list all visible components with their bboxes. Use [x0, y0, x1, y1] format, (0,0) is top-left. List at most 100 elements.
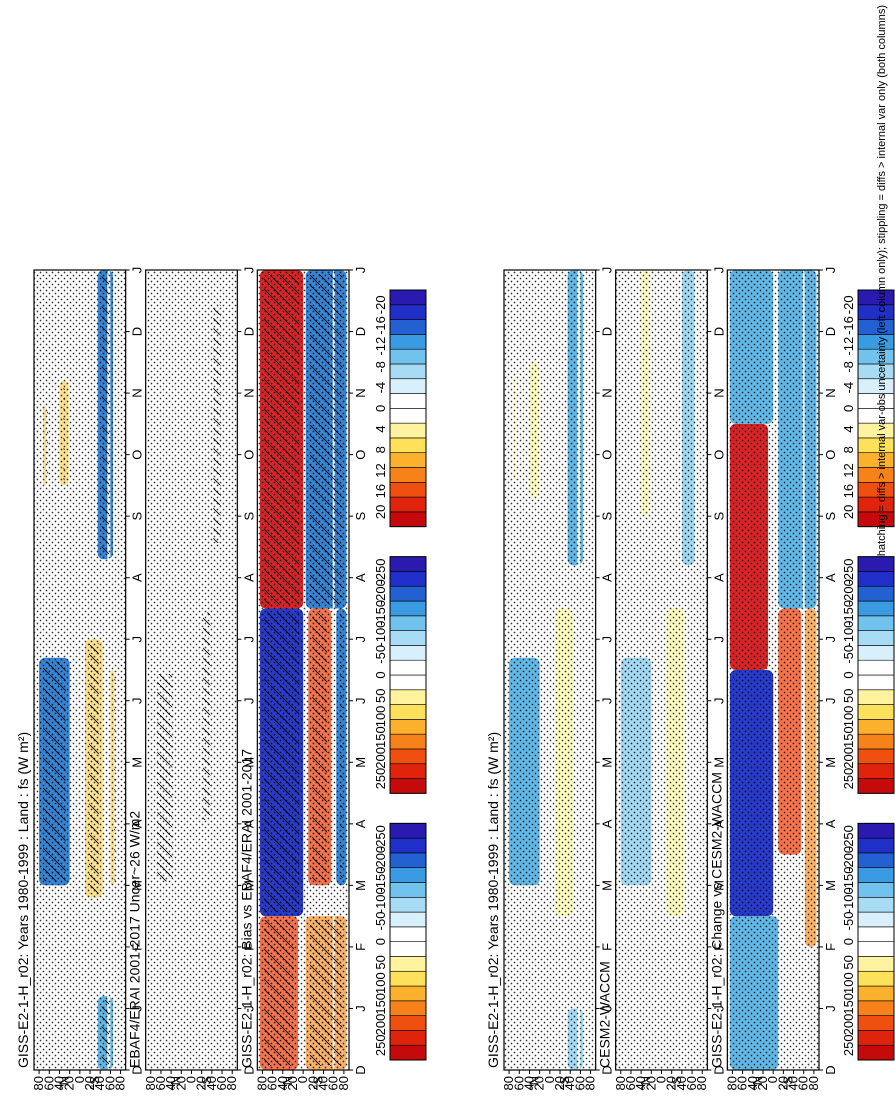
colorbar-swatch: [389, 363, 427, 380]
month-tick-label: F: [130, 943, 145, 951]
month-tick-label: M: [353, 757, 368, 768]
latitude-tick-label: 40: [275, 1076, 290, 1090]
latitude-tick-label: 40: [51, 1076, 66, 1090]
colorbar-label: -20: [373, 295, 388, 314]
colorbar-label: -150: [373, 867, 388, 893]
latitude-south-label: °S: [199, 1076, 214, 1090]
month-tick-label: A: [130, 819, 145, 828]
latitude-tick-label: 80: [724, 1076, 739, 1090]
colorbar-label: 50: [841, 955, 856, 969]
latitude-tick-label: 40: [633, 1076, 648, 1090]
latitude-tick-label: 80: [613, 1076, 628, 1090]
colorbar-swatch: [389, 467, 427, 483]
colorbar-swatch: [389, 926, 427, 942]
colorbar-label: 0: [841, 405, 856, 412]
stippling-overlay: [145, 270, 238, 1070]
colorbar-label: 100: [841, 972, 856, 994]
colorbar-label: 150: [841, 993, 856, 1015]
colorbar-label: -100: [373, 887, 388, 913]
latitude-tick-label: 60: [796, 1076, 811, 1090]
hatching-overlay: [88, 643, 99, 894]
month-tick-label: O: [353, 450, 368, 460]
month-tick-label: D: [823, 1065, 838, 1074]
month-tick-label: N: [823, 388, 838, 397]
month-tick-label: A: [600, 573, 615, 582]
colorbar-label: 200: [373, 747, 388, 769]
colorbar-label: 150: [373, 993, 388, 1015]
colorbar-swatch: [389, 571, 427, 587]
colorbar-swatch: [389, 1044, 427, 1061]
colorbar-label: -100: [373, 621, 388, 647]
month-tick-label: F: [353, 943, 368, 951]
latitude-south-label: °S: [780, 1076, 795, 1090]
colorbar-label: -250: [373, 825, 388, 851]
latitude-south-label: °S: [310, 1076, 325, 1090]
month-tick-label: F: [711, 943, 726, 951]
month-tick-label: M: [130, 880, 145, 891]
month-tick-label: S: [711, 511, 726, 520]
latitude-tick-label: 20: [643, 1076, 658, 1090]
latitude-tick-label: 20: [285, 1076, 300, 1090]
colorbar-label: -200: [841, 846, 856, 872]
colorbar-label: 16: [841, 484, 856, 498]
colorbar-swatch: [389, 852, 427, 869]
colorbar-label: 4: [373, 425, 388, 432]
latitude-tick-label: 80: [254, 1076, 269, 1090]
latitude-tick-label: 60: [684, 1076, 699, 1090]
colorbar-swatch: [389, 823, 427, 839]
month-tick-label: A: [241, 819, 256, 828]
colorbar-label: -100: [841, 621, 856, 647]
colorbar-swatch: [857, 704, 895, 720]
colorbar-swatch: [389, 511, 427, 527]
latitude-tick-label: 20: [775, 1076, 790, 1090]
latitude-tick-label: 40: [204, 1076, 219, 1090]
month-tick-label: D: [353, 327, 368, 336]
month-tick-label: D: [711, 1065, 726, 1074]
month-tick-label: J: [823, 1005, 838, 1012]
colorbar-swatch: [857, 837, 895, 854]
colorbar-label: -250: [841, 558, 856, 584]
colorbar-label: 8: [841, 446, 856, 453]
month-tick-label: J: [353, 1005, 368, 1012]
colorbar-swatch: [389, 437, 427, 454]
hatching-overlay: [43, 661, 66, 882]
month-tick-label: M: [823, 757, 838, 768]
month-tick-label: D: [241, 327, 256, 336]
month-tick-label: N: [600, 388, 615, 397]
hatching-overlay: [340, 612, 343, 882]
colorbar-swatch: [389, 319, 427, 335]
colorbar-swatch: [389, 985, 427, 1002]
month-tick-label: J: [353, 636, 368, 643]
month-tick-label: S: [353, 511, 368, 520]
month-tick-label: D: [130, 1065, 145, 1074]
colorbar-swatch: [389, 1030, 427, 1046]
latitude-tick-label: 20: [173, 1076, 188, 1090]
month-tick-label: J: [241, 698, 256, 705]
month-tick-label: J: [130, 1005, 145, 1012]
colorbar-swatch: [857, 600, 895, 617]
colorbar-label: -50: [841, 912, 856, 931]
colorbar-swatch: [857, 1030, 895, 1046]
latitude-tick-label: 40: [163, 1076, 178, 1090]
latitude-north-label: °N: [168, 1076, 183, 1091]
latitude-tick-label: 60: [214, 1076, 229, 1090]
colorbar-label: 200: [841, 1014, 856, 1036]
colorbar-label: 0: [373, 938, 388, 945]
colorbar-swatch: [857, 970, 895, 987]
colorbar-label: 0: [373, 405, 388, 412]
month-tick-label: J: [711, 698, 726, 705]
month-tick-label: J: [130, 636, 145, 643]
latitude-north-label: °N: [638, 1076, 653, 1091]
hatching-overlay: [157, 674, 173, 882]
colorbar-swatch: [857, 571, 895, 587]
colorbar-swatch: [857, 1015, 895, 1031]
colorbar-swatch: [857, 911, 895, 928]
colorbar-label: -16: [373, 316, 388, 335]
hatching-overlay: [263, 920, 295, 1066]
month-tick-label: M: [600, 880, 615, 891]
colorbar-swatch: [389, 630, 427, 646]
